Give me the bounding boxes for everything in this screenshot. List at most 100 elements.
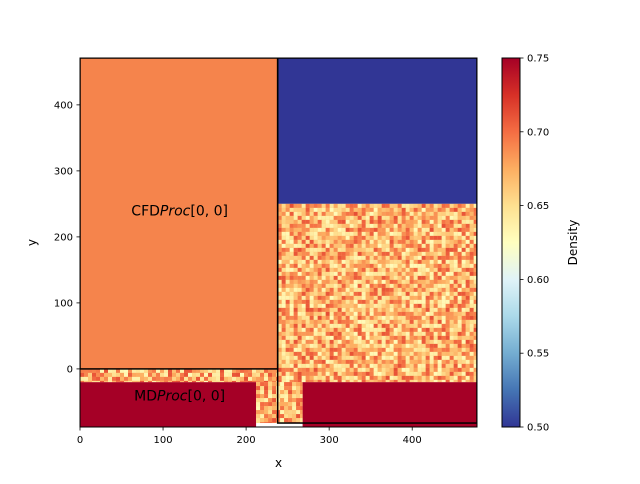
density-noise-cells [80, 203, 477, 423]
density-cell [301, 275, 306, 280]
density-cell [445, 267, 450, 272]
density-cell [357, 247, 362, 252]
density-cell [441, 275, 446, 280]
density-cell [293, 363, 298, 368]
density-cell [281, 299, 286, 304]
density-cell [357, 379, 362, 383]
density-cell [385, 347, 390, 352]
density-cell [357, 323, 362, 328]
density-cell [309, 275, 314, 280]
density-cell [405, 231, 410, 236]
density-cell [405, 259, 410, 264]
density-cell [397, 311, 402, 316]
density-cell [361, 331, 366, 336]
density-cell [417, 267, 422, 272]
density-cell [244, 372, 248, 377]
density-cell [349, 311, 354, 316]
density-cell [461, 203, 466, 208]
density-cell [377, 379, 382, 383]
density-cell [277, 299, 282, 304]
density-cell [277, 259, 282, 264]
density-cell [361, 259, 366, 264]
density-cell [397, 319, 402, 324]
density-cell [365, 279, 370, 284]
density-cell [401, 311, 406, 316]
density-cell [309, 239, 314, 244]
density-cell [425, 363, 430, 368]
density-cell [393, 267, 398, 272]
density-cell [296, 406, 301, 411]
density-cell [437, 343, 442, 348]
density-cell [321, 307, 326, 312]
density-cell [317, 307, 322, 312]
density-cell [325, 243, 330, 248]
density-cell [457, 239, 462, 244]
density-cell [469, 267, 474, 272]
density-cell [425, 339, 430, 344]
density-cell [441, 311, 446, 316]
density-cell [281, 335, 286, 340]
density-cell [361, 271, 366, 276]
density-cell [277, 243, 282, 248]
density-cell [164, 380, 168, 383]
density-cell [272, 410, 277, 415]
density-cell [425, 319, 430, 324]
density-cell [104, 376, 108, 381]
density-cell [365, 315, 370, 320]
density-cell [289, 267, 294, 272]
density-cell [277, 235, 282, 240]
density-cell [473, 323, 477, 328]
density-cell [397, 207, 402, 212]
density-cell [373, 379, 378, 383]
density-cell [469, 331, 474, 336]
density-cell [393, 379, 398, 383]
density-cell [369, 371, 374, 376]
density-cell [297, 223, 302, 228]
density-cell [108, 376, 112, 381]
density-cell [369, 267, 374, 272]
density-cell [421, 271, 426, 276]
density-cell [377, 255, 382, 260]
density-cell [317, 359, 322, 364]
density-cell [361, 307, 366, 312]
density-cell [361, 371, 366, 376]
density-cell [341, 375, 346, 380]
density-cell [333, 299, 338, 304]
density-cell [277, 339, 282, 344]
density-cell [325, 327, 330, 332]
density-cell [421, 219, 426, 224]
density-cell [300, 386, 303, 391]
density-cell [421, 267, 426, 272]
density-cell [453, 311, 458, 316]
density-cell [293, 319, 298, 324]
density-cell [285, 323, 290, 328]
density-cell [389, 331, 394, 336]
density-cell [433, 207, 438, 212]
density-cell [417, 379, 422, 383]
density-cell [333, 247, 338, 252]
density-cell [260, 422, 265, 423]
density-cell [353, 315, 358, 320]
density-cell [337, 251, 342, 256]
density-cell [457, 339, 462, 344]
density-cell [417, 275, 422, 280]
density-cell [353, 299, 358, 304]
density-cell [441, 239, 446, 244]
density-cell [473, 303, 477, 308]
density-cell [429, 295, 434, 300]
density-cell [429, 307, 434, 312]
density-cell [369, 227, 374, 232]
density-cell [361, 295, 366, 300]
x-axis-label: x [275, 456, 282, 470]
density-cell [361, 379, 366, 383]
density-cell [345, 227, 350, 232]
density-cell [301, 343, 306, 348]
density-cell [325, 271, 330, 276]
density-cell [453, 227, 458, 232]
density-cell [341, 211, 346, 216]
density-cell [377, 319, 382, 324]
density-cell [461, 271, 466, 276]
density-cell [337, 327, 342, 332]
density-cell [469, 207, 474, 212]
density-cell [469, 315, 474, 320]
